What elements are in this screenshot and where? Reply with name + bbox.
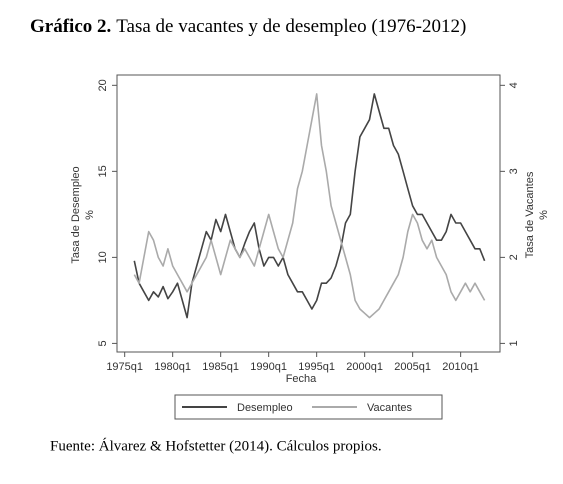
title-text: Tasa de vacantes y de desempleo (1976-20… xyxy=(116,16,466,37)
x-tick-label: 1975q1 xyxy=(106,361,143,373)
y2-axis-label: Tasa de Vacantes xyxy=(524,171,536,258)
legend-label: Vacantes xyxy=(367,402,413,414)
source-note: Fuente: Álvarez & Hofstetter (2014). Cál… xyxy=(50,437,382,454)
x-tick-label: 2005q1 xyxy=(394,361,431,373)
y-axis-unit: % xyxy=(84,210,96,220)
y-tick-label: 5 xyxy=(97,340,109,346)
series-line xyxy=(133,93,486,319)
y2-axis-unit: % xyxy=(538,210,550,220)
x-tick-label: 1980q1 xyxy=(154,361,191,373)
series-line xyxy=(133,93,486,319)
y2-tick-label: 1 xyxy=(508,340,520,346)
x-axis-label: Fecha xyxy=(286,373,317,385)
x-tick-label: 1995q1 xyxy=(298,361,335,373)
x-tick-label: 1990q1 xyxy=(250,361,287,373)
y-tick-label: 15 xyxy=(97,165,109,177)
y2-tick-label: 2 xyxy=(508,254,520,260)
y2-tick-label: 3 xyxy=(508,168,520,174)
y2-tick-label: 4 xyxy=(508,82,520,88)
legend-label: Desempleo xyxy=(237,402,293,414)
legend-box xyxy=(174,394,443,420)
chart-title: Gráfico 2. Tasa de vacantes y de desemple… xyxy=(30,16,466,37)
y-tick-label: 10 xyxy=(97,251,109,263)
x-tick-label: 2010q1 xyxy=(442,361,479,373)
plot-frame xyxy=(116,74,501,353)
y-axis-label: Tasa de Desempleo xyxy=(70,166,82,263)
y-tick-label: 20 xyxy=(97,79,109,91)
title-bold: Gráfico 2. xyxy=(30,16,111,37)
x-tick-label: 1985q1 xyxy=(202,361,239,373)
x-tick-label: 2000q1 xyxy=(346,361,383,373)
